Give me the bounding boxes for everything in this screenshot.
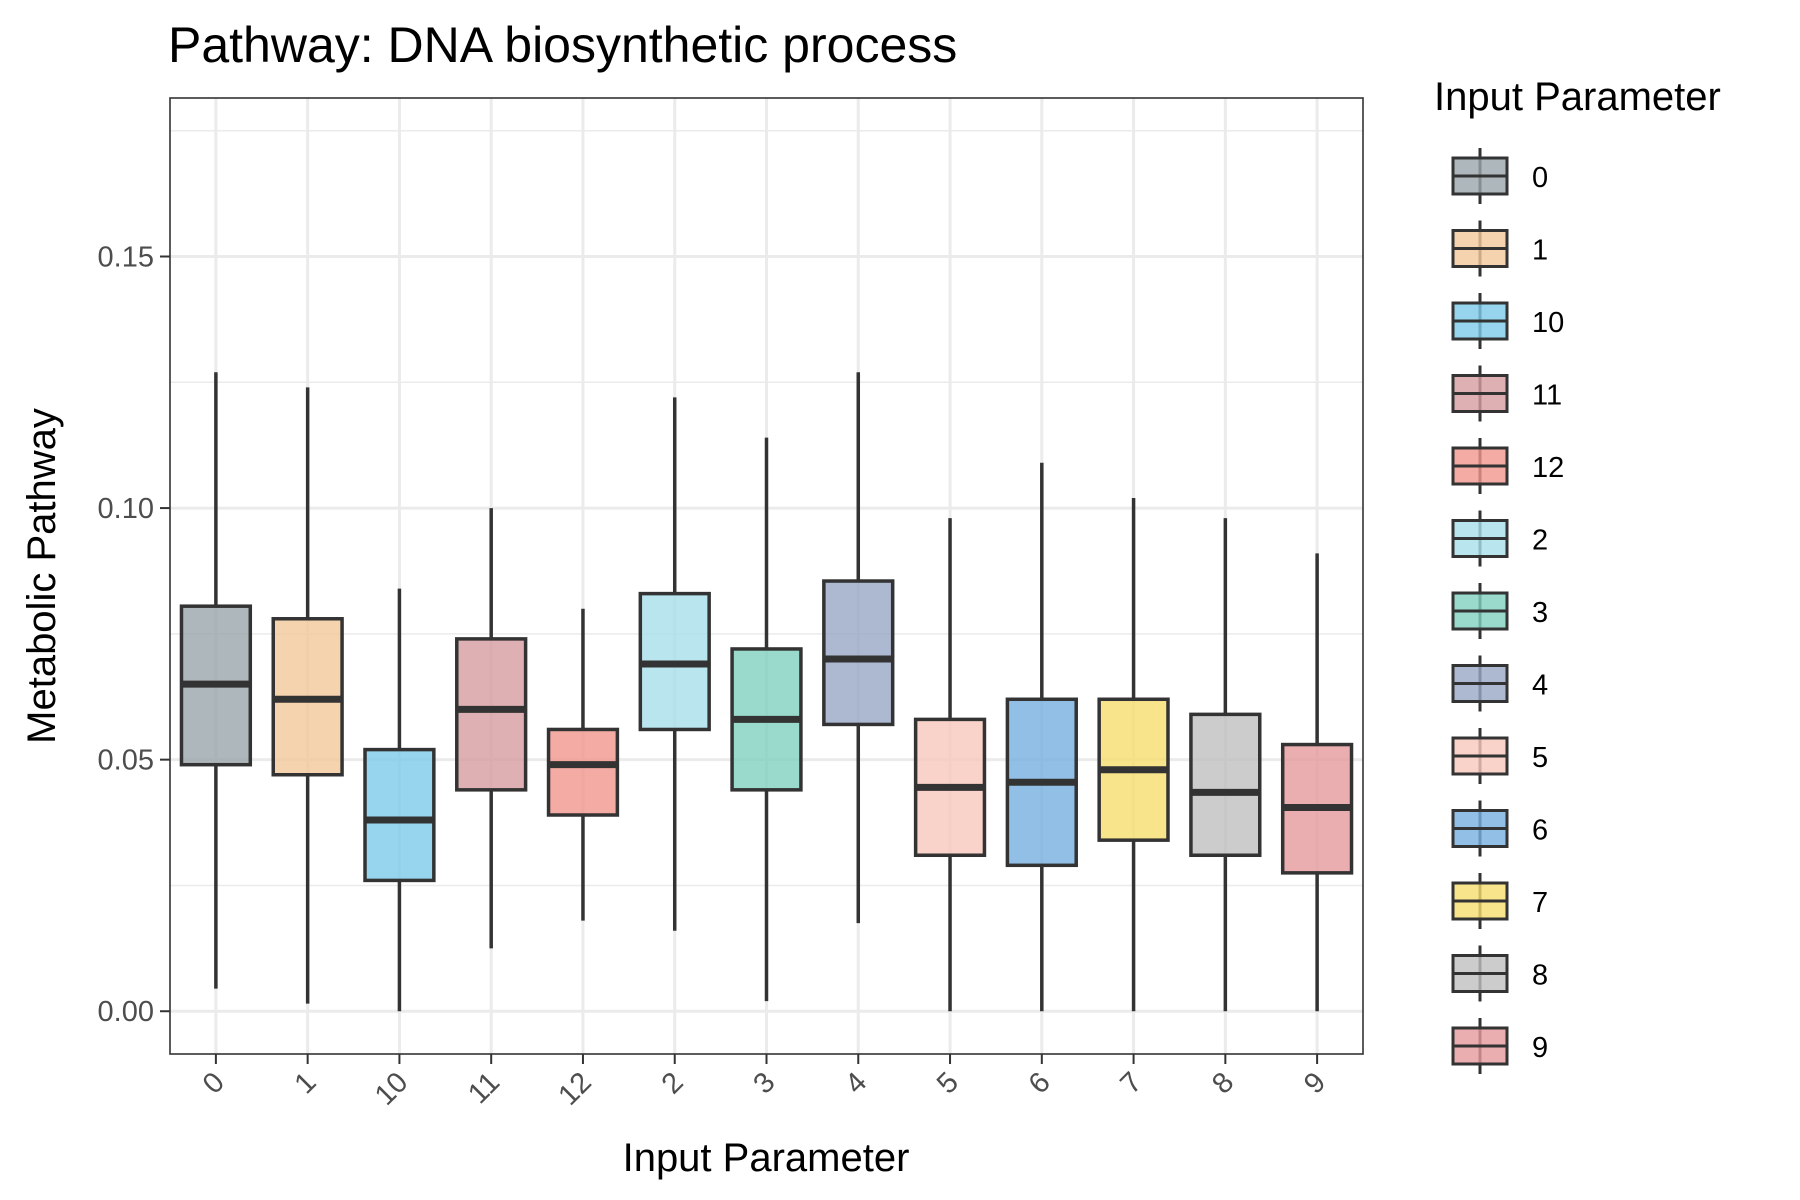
legend-label: 1 (1532, 235, 1548, 267)
x-tick-label: 12 (552, 1066, 597, 1111)
legend-label: 11 (1532, 380, 1562, 412)
x-tick-label: 9 (1298, 1066, 1332, 1100)
y-tick-label: 0.00 (98, 996, 154, 1028)
legend-item-11: 11 (1451, 365, 1562, 422)
legend-label: 4 (1532, 670, 1548, 702)
legend-item-10: 10 (1451, 293, 1564, 349)
x-tick-label: 1 (289, 1066, 323, 1100)
legend-item-3: 3 (1451, 583, 1548, 639)
box-10 (363, 588, 436, 1012)
legend-label: 5 (1532, 742, 1548, 774)
x-tick-label: 0 (197, 1066, 231, 1100)
x-tick-label: 6 (1023, 1066, 1057, 1100)
legend-item-5: 5 (1451, 728, 1548, 784)
box-iqr (822, 579, 895, 727)
box-7 (1097, 498, 1170, 1012)
legend-item-4: 4 (1451, 655, 1548, 712)
x-tick-label: 4 (839, 1066, 873, 1100)
x-tick-label: 11 (462, 1066, 506, 1110)
box-2 (638, 397, 711, 931)
box-11 (455, 508, 528, 949)
box-12 (546, 608, 620, 921)
box-iqr (363, 747, 436, 883)
legend-label: 10 (1532, 307, 1564, 339)
boxes-layer (179, 372, 1354, 1012)
x-tick-label: 7 (1114, 1066, 1148, 1100)
box-5 (913, 518, 987, 1012)
legend-item-0: 0 (1451, 148, 1548, 204)
legend-item-1: 1 (1451, 220, 1548, 277)
legend-title: Input Parameter (1434, 75, 1721, 119)
y-tick-label: 0.05 (98, 745, 154, 777)
box-8 (1189, 518, 1262, 1012)
box-iqr (455, 637, 528, 792)
legend-label: 12 (1532, 452, 1564, 484)
box-1 (271, 387, 344, 1004)
box-0 (179, 372, 253, 989)
legend-label: 6 (1532, 815, 1548, 847)
y-tick-label: 0.10 (98, 493, 154, 525)
legend-label: 7 (1532, 887, 1548, 919)
legend-label: 8 (1532, 960, 1548, 992)
box-iqr (546, 727, 620, 817)
x-tick-label: 8 (1206, 1066, 1240, 1100)
x-tick-label: 5 (931, 1066, 965, 1100)
x-axis-title: Input Parameter (623, 1136, 910, 1180)
x-tick-label: 2 (656, 1066, 690, 1100)
y-axis: 0.00 0.05 0.10 0.15 (98, 241, 170, 1028)
box-4 (822, 372, 895, 924)
plot-panel (169, 97, 1364, 1055)
y-axis-title: Metabolic Pathway (20, 408, 64, 744)
x-tick-label: 10 (369, 1066, 414, 1111)
legend-item-2: 2 (1451, 510, 1548, 567)
legend-item-6: 6 (1451, 800, 1548, 857)
x-axis: 0 1 10 11 12 2 3 4 5 6 7 8 9 (197, 1054, 1332, 1112)
legend-item-7: 7 (1451, 873, 1548, 929)
box-9 (1280, 553, 1354, 1012)
box-iqr (1189, 712, 1262, 858)
legend-label: 3 (1532, 597, 1548, 629)
legend-item-12: 12 (1451, 438, 1564, 494)
box-6 (1005, 462, 1078, 1012)
legend-item-8: 8 (1451, 945, 1548, 1002)
box-3 (730, 437, 803, 1002)
legend-label: 0 (1532, 162, 1548, 194)
legend-label: 9 (1532, 1032, 1548, 1064)
legend-items: 0 1 10 11 12 2 3 4 5 6 7 8 9 (1451, 148, 1564, 1074)
x-tick-label: 3 (747, 1066, 781, 1100)
y-tick-label: 0.15 (98, 241, 154, 273)
chart-title: Pathway: DNA biosynthetic process (168, 17, 957, 73)
legend: Input Parameter 0 1 10 11 12 2 3 4 5 6 7 8 9 (1434, 75, 1721, 1074)
legend-item-9: 9 (1451, 1018, 1548, 1074)
legend-label: 2 (1532, 525, 1548, 557)
